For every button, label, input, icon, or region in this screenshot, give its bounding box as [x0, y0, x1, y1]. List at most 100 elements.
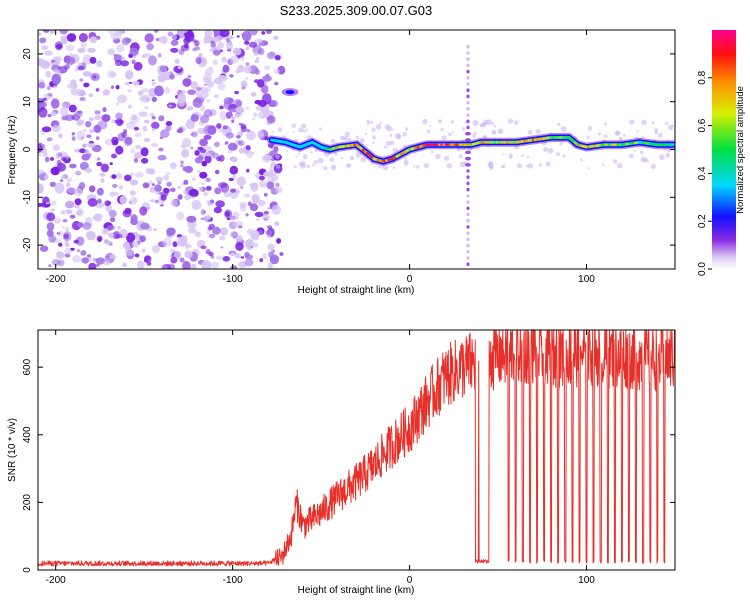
noise-blob	[57, 152, 63, 157]
noise-blob	[80, 41, 87, 49]
noise-blob	[87, 198, 98, 207]
noise-blob	[250, 151, 255, 155]
haze-dot	[597, 132, 602, 136]
haze-dot	[603, 134, 608, 138]
noise-blob	[149, 187, 155, 193]
noise-blob	[235, 234, 243, 242]
noise-blob	[265, 230, 272, 236]
haze-dot	[371, 135, 377, 140]
noise-blob	[130, 172, 134, 177]
noise-blob	[259, 258, 264, 263]
y-tick-label: 0	[22, 567, 33, 573]
noise-blob	[137, 260, 145, 269]
noise-blob	[75, 236, 85, 246]
haze-dot	[602, 163, 605, 166]
haze-dot	[429, 125, 432, 127]
noise-blob	[211, 261, 219, 269]
noise-blob	[95, 257, 106, 265]
noise-blob	[38, 183, 44, 193]
noise-blob	[65, 200, 75, 209]
spike-dot	[466, 51, 470, 55]
noise-blob	[70, 87, 78, 96]
noise-blob	[42, 151, 48, 157]
haze-dot	[384, 124, 391, 130]
haze-dot	[617, 162, 623, 169]
noise-blob	[89, 56, 97, 64]
noise-blob	[106, 240, 112, 245]
noise-blob	[58, 242, 63, 247]
noise-blob	[146, 261, 152, 266]
noise-blob	[101, 114, 111, 122]
noise-blob	[238, 261, 248, 268]
noise-blob	[96, 161, 103, 167]
haze-dot	[619, 137, 622, 140]
noise-blob	[43, 97, 48, 101]
haze-dot	[586, 135, 590, 139]
noise-blob	[52, 217, 62, 224]
noise-blob	[129, 47, 139, 56]
noise-blob	[197, 94, 202, 98]
haze-dot	[297, 152, 301, 155]
noise-blob	[272, 35, 279, 40]
x-tick-label: 0	[407, 274, 413, 285]
spike-dot	[466, 113, 470, 117]
noise-blob	[219, 30, 230, 38]
noise-blob	[139, 235, 146, 243]
noise-blob	[38, 169, 45, 175]
haze-dot	[359, 138, 365, 143]
noise-blob	[235, 106, 245, 114]
haze-dot	[535, 129, 541, 135]
noise-blob	[206, 152, 211, 157]
noise-blob	[241, 30, 252, 42]
noise-blob	[269, 100, 279, 108]
noise-blob	[170, 47, 179, 53]
noise-blob	[151, 79, 155, 82]
noise-blob	[110, 85, 115, 90]
noise-blob	[235, 242, 244, 251]
noise-blob	[65, 44, 75, 52]
haze-dot	[392, 166, 396, 170]
noise-blob	[56, 251, 65, 259]
noise-blob	[168, 104, 172, 108]
noise-blob	[172, 241, 178, 248]
noise-blob	[170, 256, 178, 264]
noise-blob	[208, 233, 216, 239]
haze-dot	[640, 156, 647, 163]
haze-dot	[461, 127, 466, 131]
spike-dot	[466, 44, 470, 49]
noise-blob	[127, 89, 132, 93]
noise-blob	[245, 77, 249, 80]
noise-blob	[138, 111, 148, 117]
noise-blob	[182, 137, 192, 148]
noise-blob	[53, 56, 62, 62]
noise-blob	[83, 149, 90, 154]
haze-dot	[508, 153, 513, 158]
noise-blob	[151, 245, 160, 253]
noise-blob	[164, 86, 171, 95]
noise-blob	[203, 191, 209, 197]
noise-blob	[77, 48, 85, 53]
noise-blob	[182, 260, 191, 269]
noise-blob	[248, 41, 258, 48]
haze-dot	[441, 135, 447, 141]
spectrogram-x-ticks: -200 -100 0 100	[46, 30, 595, 285]
noise-blob	[183, 190, 187, 195]
colorbar-label: Normalized spectral amplitude	[735, 86, 746, 214]
noise-blob	[276, 238, 282, 244]
noise-blob	[59, 30, 69, 35]
noise-blob	[60, 179, 64, 182]
noise-blob	[115, 85, 120, 90]
haze-dot	[403, 160, 409, 166]
haze-dot	[543, 147, 549, 152]
haze-dot	[547, 148, 554, 154]
spike-dot	[466, 243, 470, 248]
noise-blob	[157, 53, 162, 58]
noise-blob	[61, 37, 68, 45]
haze-dot	[444, 155, 450, 161]
noise-blob	[192, 47, 197, 52]
noise-blob	[226, 37, 231, 43]
noise-blob	[234, 90, 240, 95]
noise-blob	[140, 157, 149, 164]
x-tick-label: 0	[407, 575, 413, 586]
noise-blob	[245, 145, 251, 151]
